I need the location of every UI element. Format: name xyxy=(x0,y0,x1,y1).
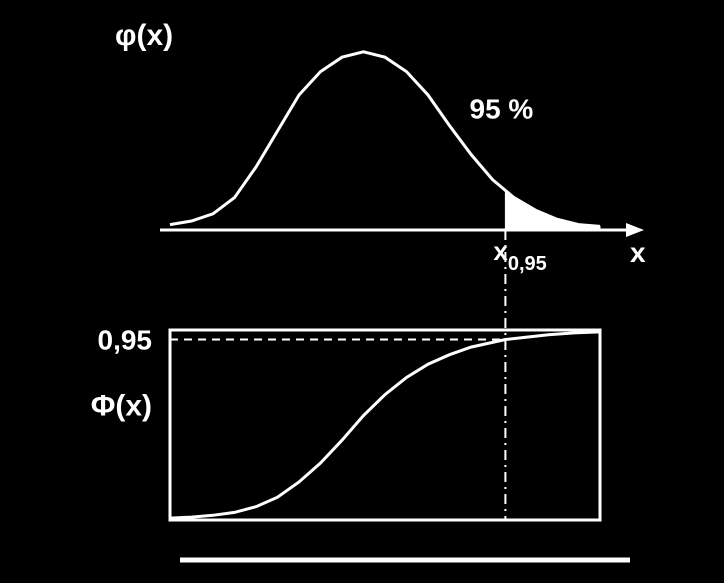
pdf-y-label: φ(x) xyxy=(115,19,173,52)
x-axis-label: x xyxy=(630,237,646,268)
cdf-y-label: Φ(x) xyxy=(91,390,152,423)
pdf-percent-annotation: 95 % xyxy=(470,93,534,124)
chart-background xyxy=(0,0,724,583)
distribution-figure: φ(x) 95 % x0,95 x 0,95 Φ(x) xyxy=(0,0,724,583)
cdf-value-label: 0,95 xyxy=(98,325,153,356)
